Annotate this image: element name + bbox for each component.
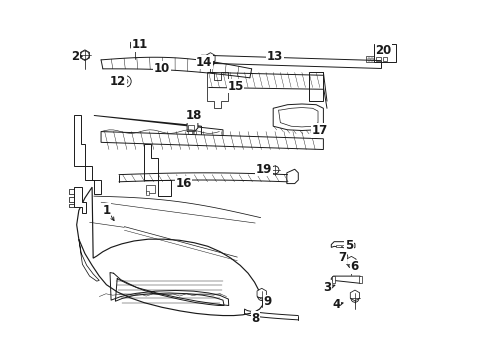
Bar [332,276,335,283]
Polygon shape [330,276,361,283]
Polygon shape [349,290,359,301]
Circle shape [206,57,214,66]
Polygon shape [346,256,355,267]
Text: 11: 11 [131,38,147,51]
Text: 1: 1 [102,204,110,217]
Polygon shape [74,116,101,194]
Bar [382,51,386,55]
Bar [376,51,380,55]
Polygon shape [205,53,215,63]
Text: 17: 17 [311,124,327,137]
Text: 18: 18 [185,109,202,122]
Circle shape [347,261,354,268]
Polygon shape [330,242,354,249]
Text: 8: 8 [251,311,259,325]
Text: 3: 3 [322,281,330,294]
Text: 5: 5 [345,239,353,252]
Polygon shape [74,187,86,213]
Text: 16: 16 [175,177,191,190]
Text: 13: 13 [266,50,283,63]
Polygon shape [79,239,99,281]
Polygon shape [187,116,198,132]
Text: 7: 7 [338,251,346,264]
Bar [373,58,374,61]
Bar [367,58,369,61]
Text: 9: 9 [263,296,271,309]
Bar [188,131,191,134]
Text: 12: 12 [110,75,126,88]
Text: 20: 20 [375,44,391,57]
Circle shape [257,293,265,301]
Polygon shape [77,187,263,316]
Bar [376,57,380,61]
Bar [335,244,341,247]
Polygon shape [101,132,323,149]
Text: 19: 19 [256,163,272,176]
Circle shape [81,51,89,59]
Circle shape [131,41,139,49]
Polygon shape [308,72,323,101]
Circle shape [350,294,358,302]
Bar [370,58,372,61]
Circle shape [270,166,278,174]
Polygon shape [257,288,266,299]
Circle shape [120,76,131,87]
Text: 14: 14 [196,56,212,69]
Bar [382,57,386,61]
Polygon shape [130,40,140,50]
Polygon shape [94,116,223,140]
Text: 2: 2 [71,50,79,63]
Polygon shape [144,144,171,196]
Polygon shape [80,50,89,60]
Polygon shape [206,72,228,108]
Text: 15: 15 [227,80,243,93]
Bar [373,44,395,62]
Polygon shape [273,104,323,131]
Text: 4: 4 [332,298,340,311]
Circle shape [338,252,347,262]
Polygon shape [286,169,298,184]
Bar [341,244,346,247]
Bar [358,276,362,283]
Bar [188,126,193,130]
Text: 6: 6 [349,260,358,273]
Bar [346,244,351,247]
Polygon shape [366,56,376,62]
Bar [145,185,155,193]
Polygon shape [278,108,317,127]
Text: 10: 10 [154,62,170,75]
Bar [145,192,149,195]
Bar [192,131,196,134]
